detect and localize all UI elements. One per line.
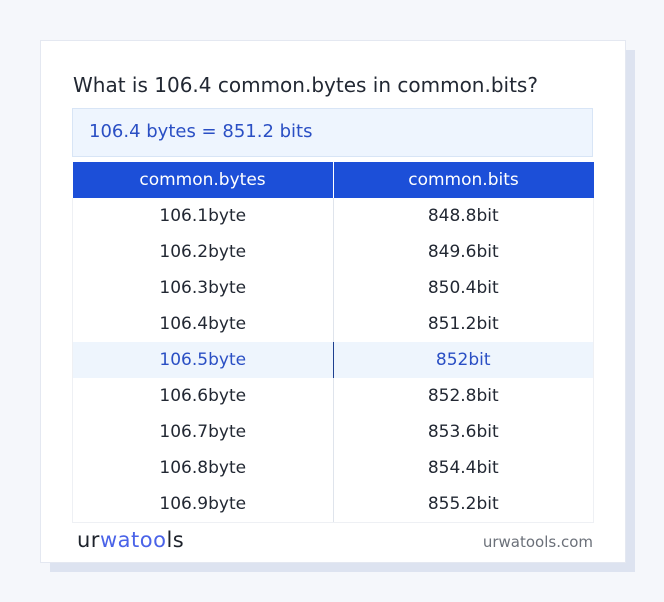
- table-row: 106.9byte 855.2bit: [72, 486, 594, 523]
- header-bits: common.bits: [333, 162, 594, 198]
- table-row: 106.8byte 854.4bit: [72, 450, 594, 486]
- table-row: 106.5byte 852bit: [72, 342, 594, 378]
- bits-cell: 852bit: [333, 342, 594, 378]
- page-title: What is 106.4 common.bytes in common.bit…: [73, 73, 538, 97]
- result-box: 106.4 bytes = 851.2 bits: [72, 108, 593, 157]
- table-row: 106.4byte 851.2bit: [72, 306, 594, 342]
- table-row: 106.7byte 853.6bit: [72, 414, 594, 450]
- urwatools-logo[interactable]: urwatools: [77, 528, 185, 552]
- bits-cell: 850.4bit: [333, 270, 594, 306]
- site-link[interactable]: urwatools.com: [482, 533, 593, 551]
- table-row: 106.3byte 850.4bit: [72, 270, 594, 306]
- table-row: 106.1byte 848.8bit: [72, 198, 594, 234]
- bytes-cell: 106.1byte: [72, 198, 334, 234]
- bits-cell: 849.6bit: [333, 234, 594, 270]
- result-text: 106.4 bytes = 851.2 bits: [89, 121, 313, 142]
- bits-cell: 852.8bit: [333, 378, 594, 414]
- bits-cell: 851.2bit: [333, 306, 594, 342]
- bits-cell: 848.8bit: [333, 198, 594, 234]
- bytes-cell: 106.4byte: [72, 306, 334, 342]
- conversion-table: common.bytes common.bits 106.1byte 848.8b…: [72, 162, 594, 523]
- bits-cell: 853.6bit: [333, 414, 594, 450]
- header-bytes: common.bytes: [72, 162, 334, 198]
- table-row: 106.2byte 849.6bit: [72, 234, 594, 270]
- bytes-cell: 106.9byte: [72, 486, 334, 523]
- bits-cell: 855.2bit: [333, 486, 594, 523]
- conversion-card: What is 106.4 common.bytes in common.bit…: [40, 40, 626, 563]
- bytes-cell: 106.6byte: [72, 378, 334, 414]
- table-row: 106.6byte 852.8bit: [72, 378, 594, 414]
- bytes-cell: 106.5byte: [72, 342, 334, 378]
- bytes-cell: 106.2byte: [72, 234, 334, 270]
- bytes-cell: 106.8byte: [72, 450, 334, 486]
- bytes-cell: 106.3byte: [72, 270, 334, 306]
- bytes-cell: 106.7byte: [72, 414, 334, 450]
- bits-cell: 854.4bit: [333, 450, 594, 486]
